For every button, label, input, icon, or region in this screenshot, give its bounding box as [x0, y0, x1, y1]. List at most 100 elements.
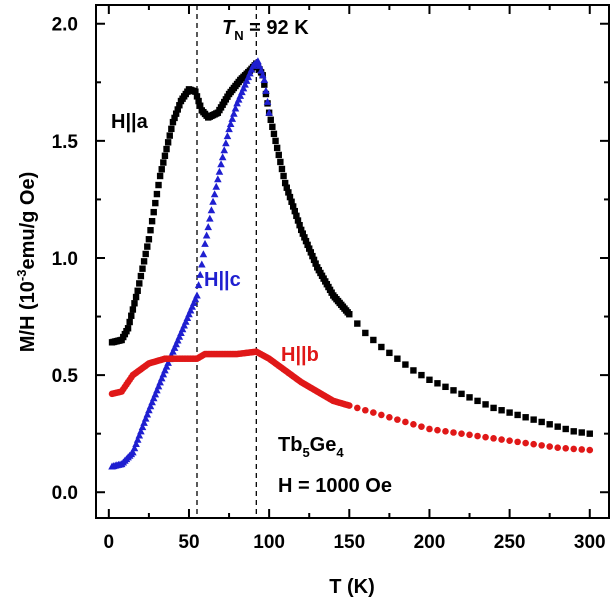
series-label-a: H||a — [111, 111, 149, 133]
marker-triangle — [234, 95, 243, 103]
marker-square — [538, 418, 545, 426]
marker-square — [286, 193, 294, 201]
marker-square — [140, 258, 148, 265]
marker-circle — [586, 446, 594, 454]
compound-sub-4: 4 — [336, 445, 344, 460]
marker-triangle — [129, 448, 137, 456]
marker-triangle — [233, 99, 241, 107]
marker-square — [570, 428, 577, 435]
series-label-b: H||b — [281, 344, 319, 366]
marker-square — [586, 430, 593, 437]
marker-square — [304, 241, 311, 249]
marker-square — [277, 158, 284, 166]
marker-square — [273, 144, 281, 152]
marker-circle — [522, 439, 529, 447]
marker-triangle — [241, 80, 249, 88]
marker-circle — [538, 442, 545, 449]
marker-triangle — [161, 366, 169, 374]
marker-triangle — [209, 197, 217, 205]
marker-square — [312, 260, 319, 267]
marker-square — [285, 189, 292, 196]
compound-ge: Ge — [310, 434, 337, 456]
marker-triangle — [148, 398, 156, 406]
marker-triangle — [159, 370, 168, 378]
marker-square — [442, 383, 449, 391]
marker-circle — [426, 425, 433, 433]
marker-square — [562, 425, 569, 433]
marker-square — [153, 190, 161, 198]
marker-circle — [378, 411, 385, 419]
marker-square — [128, 312, 135, 319]
marker-square — [298, 226, 305, 234]
marker-square — [474, 397, 481, 405]
marker-triangle — [236, 91, 245, 99]
marker-triangle — [212, 182, 221, 190]
marker-square — [193, 93, 201, 100]
tn-value: = 92 K — [244, 17, 310, 39]
marker-square — [160, 159, 167, 166]
marker-triangle — [214, 175, 222, 183]
data-markers — [108, 57, 594, 470]
series-0-markers — [108, 60, 593, 437]
marker-triangle — [206, 214, 214, 222]
marker-square — [195, 97, 202, 105]
marker-triangle — [173, 336, 182, 344]
marker-triangle — [228, 114, 237, 122]
marker-square — [506, 409, 513, 416]
marker-square — [299, 230, 307, 237]
marker-square — [307, 249, 315, 256]
marker-square — [434, 380, 441, 387]
marker-square — [129, 306, 137, 313]
marker-triangle — [143, 410, 152, 418]
y-tick-label: 1.5 — [52, 132, 79, 153]
marker-square — [296, 221, 303, 229]
marker-triangle — [133, 435, 142, 443]
marker-triangle — [230, 109, 238, 117]
marker-square — [346, 311, 353, 318]
marker-square — [144, 243, 151, 250]
field-annotation: H = 1000 Oe — [278, 475, 392, 497]
y-axis-title-unit: emu/g Oe) — [17, 172, 39, 270]
compound-annotation: Tb5Ge4 — [278, 434, 344, 460]
marker-triangle — [162, 362, 171, 370]
y-axis-title: M/H (10-3emu/g Oe) — [14, 172, 39, 352]
marker-triangle — [202, 231, 211, 239]
marker-circle — [490, 435, 497, 442]
marker-triangle — [185, 310, 193, 318]
marker-square — [289, 203, 297, 210]
marker-circle — [370, 409, 377, 416]
marker-square — [156, 172, 164, 180]
marker-square — [126, 318, 133, 326]
marker-square — [310, 256, 318, 264]
marker-square — [269, 123, 276, 131]
marker-triangle — [238, 88, 246, 96]
marker-circle — [458, 430, 465, 437]
marker-triangle — [130, 444, 139, 452]
marker-circle — [362, 406, 369, 414]
marker-square — [354, 320, 361, 327]
marker-square — [283, 184, 290, 191]
compound-tb: Tb — [278, 434, 302, 456]
marker-square — [278, 165, 286, 173]
x-tick-label: 0 — [104, 532, 115, 553]
marker-square — [174, 106, 181, 113]
marker-square — [498, 407, 505, 414]
marker-triangle — [151, 390, 160, 398]
marker-square — [458, 390, 465, 398]
marker-square — [261, 81, 268, 88]
marker-square — [450, 387, 457, 394]
marker-circle — [570, 445, 578, 453]
marker-circle — [450, 429, 457, 436]
marker-triangle — [223, 132, 232, 140]
y-tick-label: 2.0 — [52, 15, 78, 36]
marker-triangle — [146, 402, 155, 410]
marker-square — [394, 355, 401, 362]
marker-square — [158, 166, 165, 173]
y-tick-label: 0.5 — [52, 366, 79, 387]
marker-square — [288, 198, 295, 205]
marker-square — [410, 367, 417, 374]
marker-square — [137, 272, 145, 280]
marker-square — [176, 102, 183, 109]
y-tick-label: 1.0 — [52, 249, 78, 270]
